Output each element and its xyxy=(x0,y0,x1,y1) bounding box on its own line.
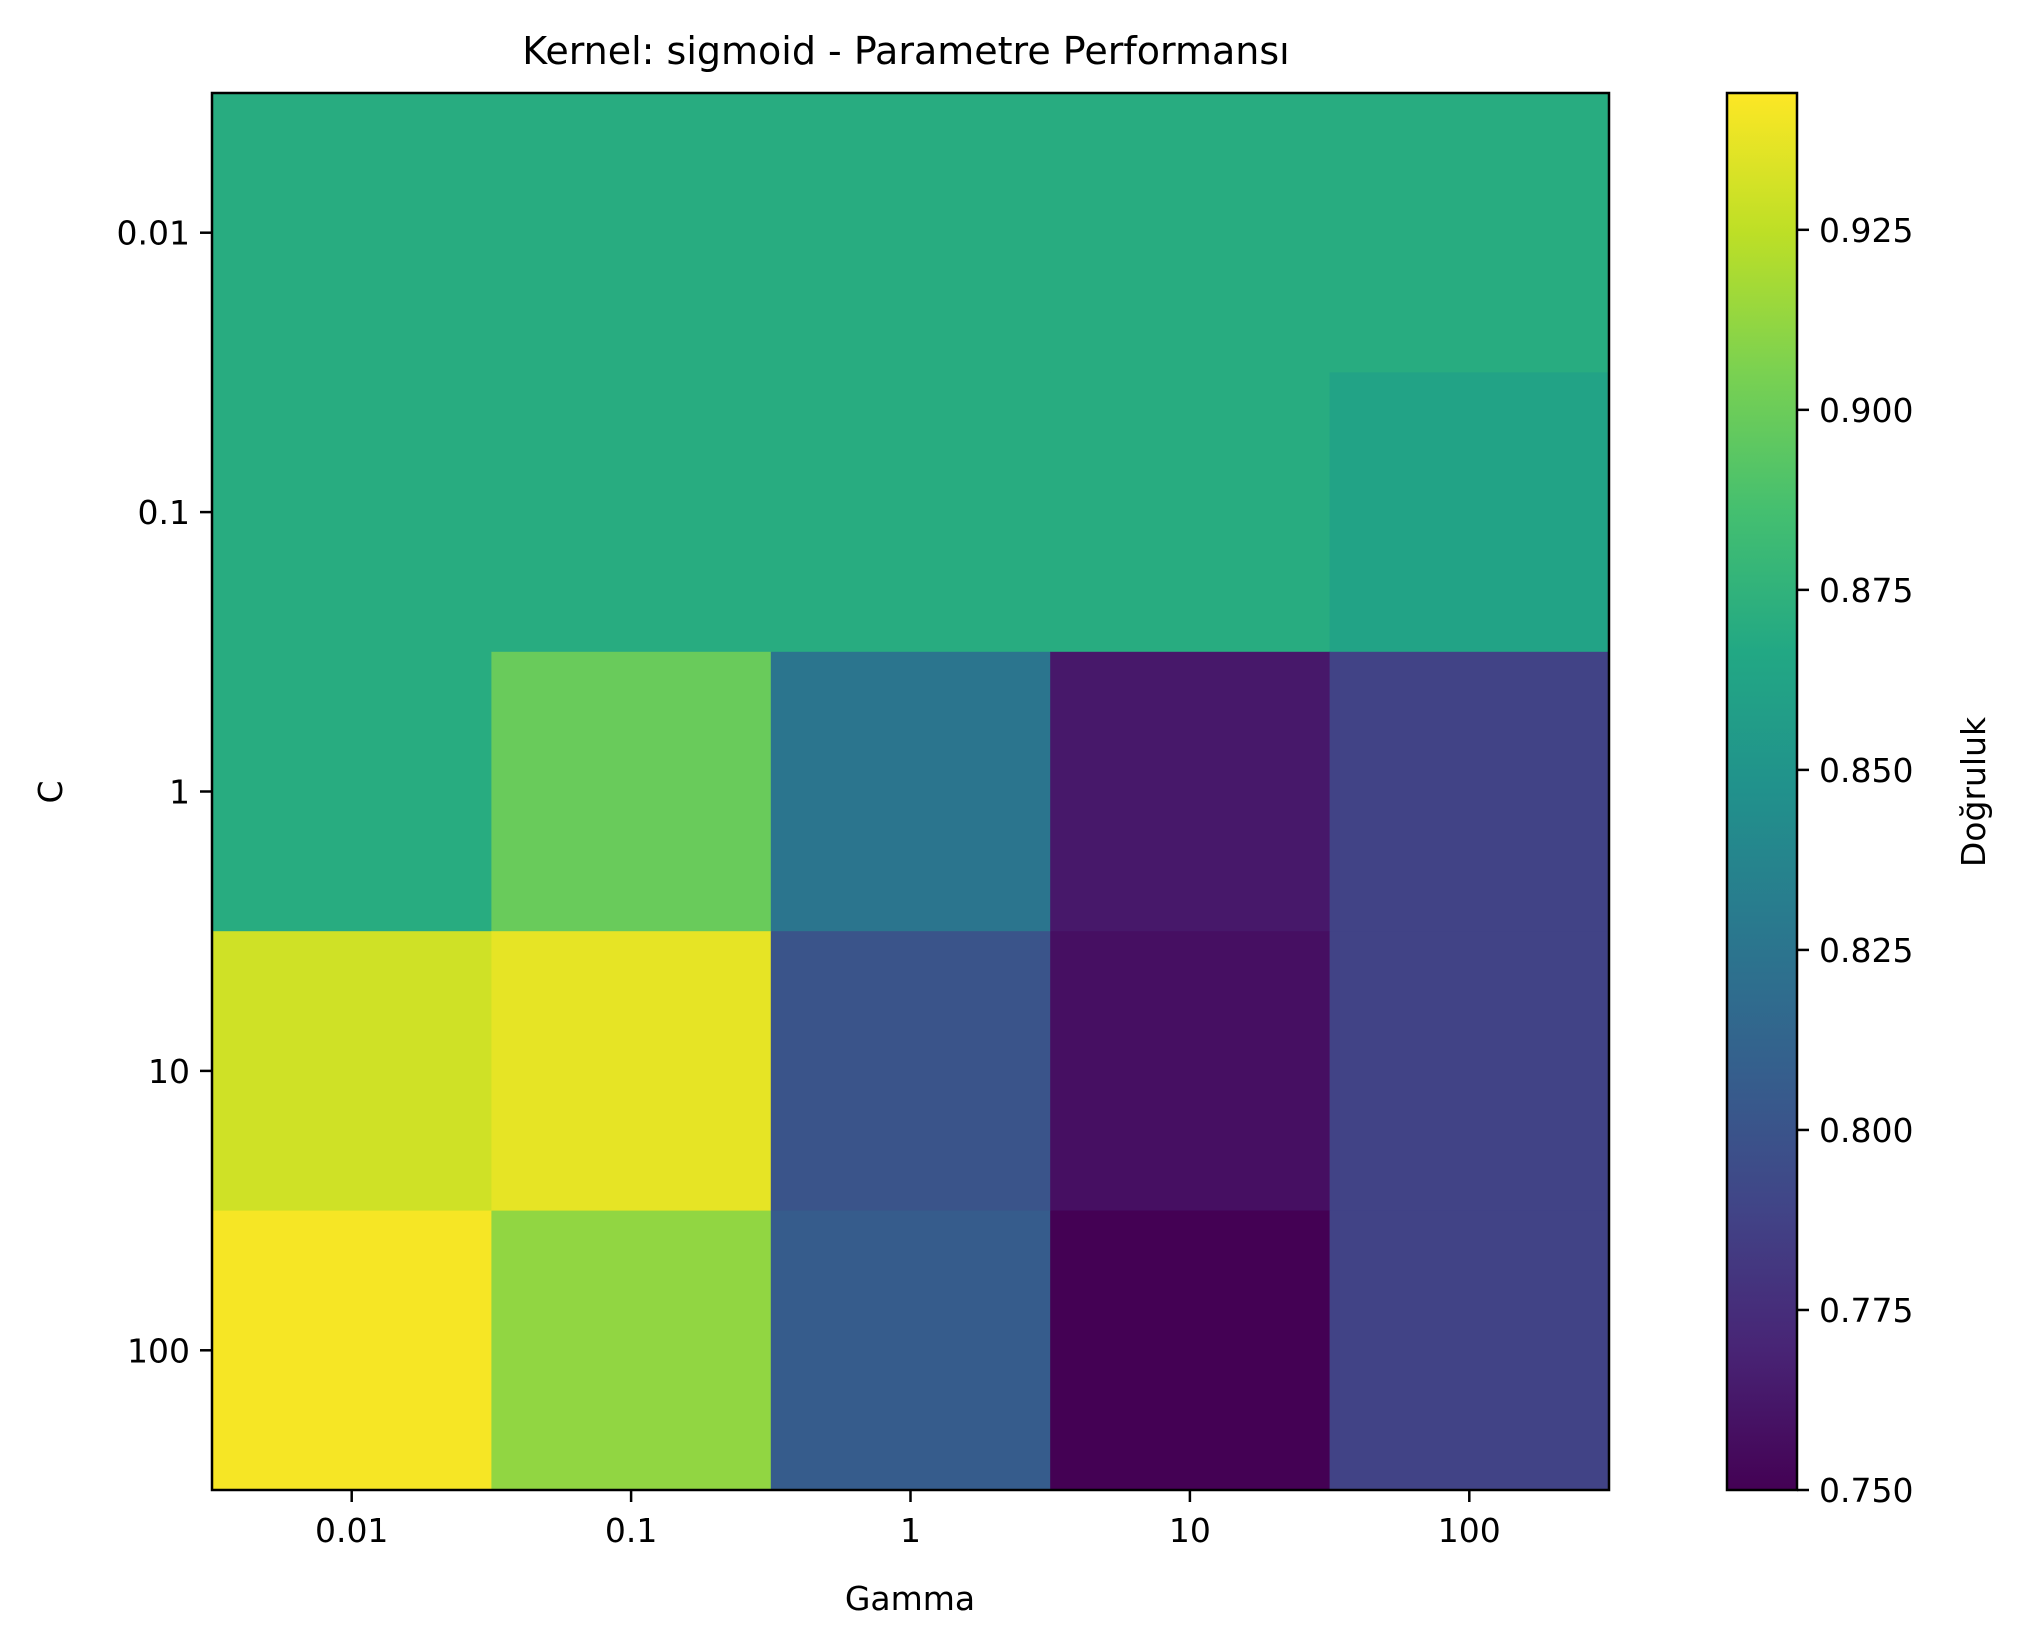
x-tick-label: 100 xyxy=(1438,1511,1501,1550)
y-tick-label: 0.01 xyxy=(117,214,190,253)
heatmap-cell xyxy=(491,372,772,653)
colorbar-tick-label: 0.825 xyxy=(1819,931,1913,970)
heatmap-cell xyxy=(1050,372,1331,653)
colorbar-tick-label: 0.900 xyxy=(1819,391,1913,430)
colorbar xyxy=(1727,93,1797,1490)
colorbar-ticks: 0.750 0.775 0.800 0.825 0.850 0.875 0.900 0.925 xyxy=(1797,211,1913,1510)
heatmap-cell xyxy=(770,931,1051,1212)
heatmap-cell xyxy=(1050,1210,1331,1491)
chart-title: Kernel: sigmoid - Parametre Performansı xyxy=(522,29,1289,73)
y-tick-label: 10 xyxy=(148,1052,190,1091)
x-tick-label: 0.1 xyxy=(605,1511,657,1550)
colorbar-tick-label: 0.875 xyxy=(1819,571,1913,610)
heatmap-cell xyxy=(1329,651,1610,932)
colorbar-label: Doğruluk xyxy=(1954,716,1993,867)
heatmap-cell xyxy=(1329,372,1610,653)
heatmap-cell xyxy=(770,1210,1051,1491)
y-axis-ticks: 0.01 0.1 1 10 100 xyxy=(117,214,212,1370)
heatmap-cell xyxy=(491,931,772,1212)
y-tick-label: 0.1 xyxy=(138,493,190,532)
x-tick-label: 10 xyxy=(1169,1511,1211,1550)
heatmap-cell xyxy=(770,651,1051,932)
heatmap-cell xyxy=(1050,931,1331,1212)
heatmap-cell xyxy=(1329,1210,1610,1491)
heatmap-cell xyxy=(770,372,1051,653)
heatmap-cells xyxy=(212,93,1610,1491)
colorbar-tick-label: 0.800 xyxy=(1819,1111,1913,1150)
heatmap-cell xyxy=(1329,931,1610,1212)
y-tick-label: 1 xyxy=(169,773,190,812)
heatmap-cell xyxy=(212,372,492,653)
heatmap-cell xyxy=(1050,651,1331,932)
colorbar-frame xyxy=(1725,91,1799,1492)
heatmap-cell xyxy=(212,93,492,373)
y-axis-label: C xyxy=(31,780,70,803)
colorbar-tick-label: 0.850 xyxy=(1819,751,1913,790)
x-tick-label: 0.01 xyxy=(315,1511,388,1550)
heatmap-cell xyxy=(491,93,772,373)
x-tick-label: 1 xyxy=(900,1511,921,1550)
heatmap-cell xyxy=(770,93,1051,373)
colorbar-tick-label: 0.925 xyxy=(1819,211,1913,250)
y-tick-label: 100 xyxy=(127,1331,190,1370)
heatmap-cell xyxy=(212,651,492,932)
heatmap-cell xyxy=(1329,93,1610,373)
heatmap-cell xyxy=(491,1210,772,1491)
heatmap-cell xyxy=(212,931,492,1212)
heatmap-cell xyxy=(1050,93,1331,373)
heatmap-cell xyxy=(212,1210,492,1491)
colorbar-tick-label: 0.775 xyxy=(1819,1291,1913,1330)
heatmap-cell xyxy=(491,651,772,932)
x-axis-label: Gamma xyxy=(845,1579,975,1618)
x-axis-ticks: 0.01 0.1 1 10 100 xyxy=(315,1490,1501,1550)
colorbar-tick-label: 0.750 xyxy=(1819,1471,1913,1510)
